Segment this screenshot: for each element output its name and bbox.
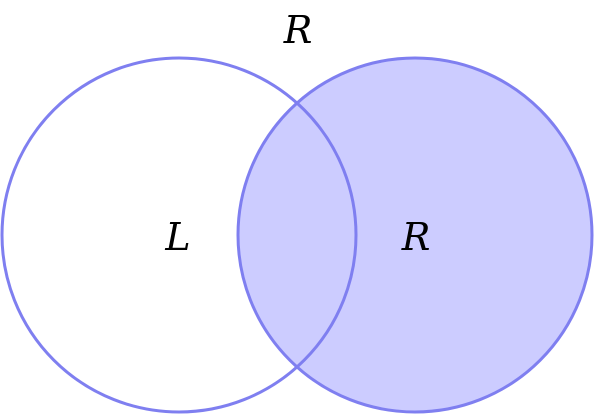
right-set-shaded-region (238, 58, 592, 412)
left-set-circle (0, 56, 358, 414)
right-set-circle (236, 56, 594, 414)
diagram-title-label: R (283, 8, 313, 52)
left-set-label: L (164, 215, 190, 259)
right-set-label: R (401, 215, 431, 259)
